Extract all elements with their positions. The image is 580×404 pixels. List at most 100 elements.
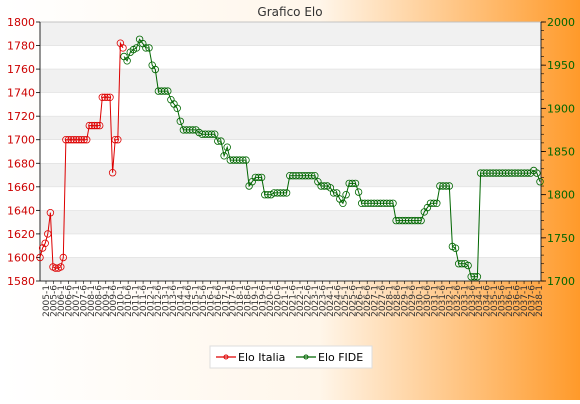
- left-axis-tick-label: 1780: [7, 40, 35, 53]
- data-point-elo-italia: [114, 135, 122, 144]
- data-point-elo-italia: [69, 135, 78, 144]
- data-point-elo-italia: [44, 230, 52, 238]
- x-axis-tick-label: 2020-1: [266, 285, 276, 317]
- data-point-elo-italia: [85, 121, 93, 130]
- data-point-elo-italia: [88, 121, 96, 130]
- legend-box: [209, 345, 373, 369]
- data-point-elo-italia: [41, 239, 49, 247]
- left-axis-tick-label: 1720: [7, 110, 35, 123]
- data-point-elo-italia: [67, 135, 75, 144]
- data-point-elo-fide: [160, 87, 169, 95]
- x-axis-tick-label: 2020-6: [274, 285, 284, 317]
- data-point-elo-italia: [119, 44, 127, 52]
- x-axis-tick-label: 2032-6: [453, 285, 463, 317]
- data-point-elo-fide: [164, 87, 172, 95]
- data-point-elo-fide: [220, 152, 228, 160]
- left-axis-tick-label: 1700: [7, 134, 35, 147]
- grid-band: [40, 116, 541, 140]
- grid-band: [40, 210, 541, 234]
- data-point-elo-fide: [455, 260, 463, 268]
- x-axis-tick-label: 2031-6: [438, 285, 448, 317]
- x-axis-tick-label: 2024-1: [326, 285, 336, 317]
- x-axis-tick-label: 2025-6: [348, 285, 358, 317]
- data-point-elo-fide: [276, 189, 285, 197]
- data-point-elo-fide: [182, 126, 191, 134]
- data-point-elo-italia: [95, 121, 104, 130]
- x-axis-tick-label: 2008-1: [87, 285, 97, 317]
- data-point-elo-fide: [279, 189, 288, 197]
- x-axis-tick-label: 2019-6: [259, 285, 269, 317]
- data-point-elo-fide: [254, 173, 263, 182]
- data-point-elo-fide: [123, 57, 131, 65]
- data-point-elo-fide: [311, 171, 319, 180]
- data-point-elo-fide: [470, 273, 478, 281]
- x-axis-tick-label: 2009-1: [102, 285, 112, 317]
- data-point-elo-fide: [176, 117, 184, 125]
- data-point-elo-fide: [204, 130, 213, 138]
- x-axis-tick-label: 2005-6: [49, 285, 59, 317]
- data-point-elo-italia: [46, 208, 55, 217]
- x-axis-tick-label: 2010-1: [117, 285, 127, 317]
- data-point-elo-italia: [82, 135, 91, 144]
- x-axis-tick-label: 2034-6: [483, 285, 493, 317]
- series-line-elo-italia: [39, 41, 124, 269]
- data-point-elo-fide: [273, 189, 281, 197]
- right-axis-tick-label: 1950: [547, 59, 575, 72]
- x-axis-tick-label: 2035-1: [490, 285, 500, 317]
- x-axis-tick-label: 2035-6: [498, 285, 508, 317]
- x-axis-tick-label: 2027-6: [378, 285, 388, 317]
- right-axis-tick-label: 1750: [547, 232, 575, 245]
- data-point-elo-fide: [417, 216, 425, 225]
- data-point-elo-italia: [51, 264, 60, 272]
- data-point-elo-italia: [93, 121, 101, 130]
- data-point-elo-fide: [351, 179, 360, 188]
- x-axis-tick-label: 2012-1: [147, 285, 157, 317]
- data-point-elo-fide: [298, 171, 306, 180]
- data-point-elo-fide: [132, 44, 141, 52]
- x-axis-tick-label: 2023-1: [311, 285, 321, 317]
- data-point-elo-fide: [433, 199, 441, 207]
- data-point-elo-italia: [62, 135, 70, 144]
- x-axis-tick-label: 2031-1: [430, 285, 440, 317]
- data-point-elo-italia: [36, 253, 44, 262]
- data-point-elo-italia: [57, 263, 65, 271]
- left-axis-tick-label: 1600: [7, 251, 35, 264]
- x-axis-tick-label: 2037-6: [528, 285, 538, 317]
- legend-label-elo-italia: Elo Italia: [238, 351, 285, 364]
- data-point-elo-fide: [533, 169, 541, 177]
- x-axis-tick-label: 2016-6: [214, 285, 224, 317]
- data-point-elo-fide: [189, 126, 197, 134]
- data-point-elo-fide: [414, 216, 422, 225]
- data-point-elo-italia: [101, 93, 109, 101]
- x-axis-tick-label: 2010-6: [124, 285, 134, 317]
- x-axis-tick-label: 2019-1: [251, 285, 261, 317]
- data-point-elo-fide: [207, 130, 216, 138]
- x-axis-tick-label: 2037-1: [520, 285, 530, 317]
- data-point-elo-fide: [210, 130, 219, 138]
- x-axis-tick-label: 2033-6: [468, 285, 478, 317]
- x-axis-tick-label: 2036-1: [505, 285, 515, 317]
- data-point-elo-fide: [451, 244, 460, 252]
- x-axis-tick-label: 2005-1: [42, 285, 52, 317]
- data-point-elo-fide: [261, 190, 269, 199]
- data-point-elo-fide: [342, 190, 350, 199]
- data-point-elo-fide: [286, 171, 294, 180]
- left-axis-tick-label: 1660: [7, 181, 35, 194]
- x-axis-tick-label: 2033-1: [460, 285, 470, 317]
- data-point-elo-fide: [308, 171, 316, 180]
- data-point-elo-fide: [498, 169, 507, 177]
- x-axis-tick-label: 2013-6: [169, 285, 179, 317]
- right-axis-tick-label: 1800: [547, 189, 575, 202]
- data-point-elo-italia: [106, 93, 114, 101]
- data-point-elo-fide: [354, 188, 363, 196]
- x-axis-tick-label: 2025-1: [341, 285, 351, 317]
- data-point-elo-italia: [103, 93, 112, 101]
- grid-band: [40, 69, 541, 93]
- data-point-elo-fide: [373, 199, 382, 207]
- legend-marker-elo-italia: [223, 354, 229, 360]
- x-axis-tick-label: 2030-1: [415, 285, 425, 317]
- data-point-elo-fide: [214, 137, 222, 145]
- x-axis-tick-label: 2022-1: [296, 285, 306, 317]
- x-axis-tick-label: 2015-1: [191, 285, 201, 317]
- data-point-elo-fide: [151, 65, 159, 74]
